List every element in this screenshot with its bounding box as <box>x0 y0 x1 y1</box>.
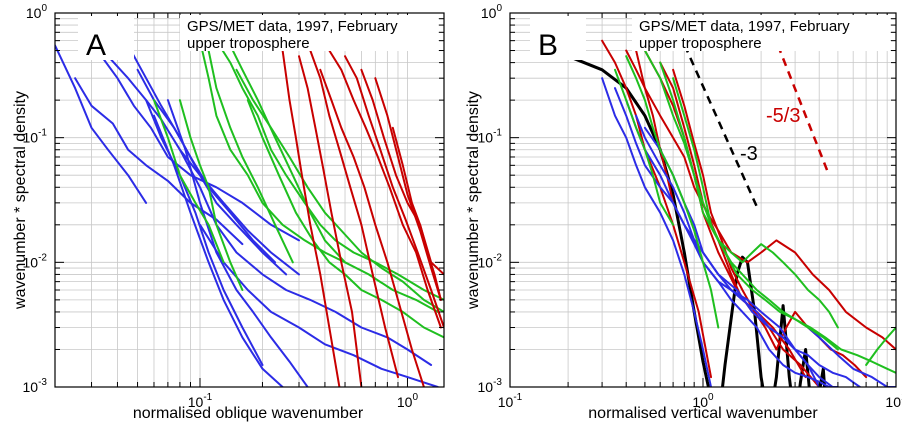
y-tick-label: 10-3 <box>23 377 48 395</box>
annotation-line1-b: GPS/MET data, 1997, February <box>639 18 850 35</box>
y-tick-exponent: -3 <box>493 377 502 388</box>
series-line-black-b-0 <box>566 54 710 387</box>
y-tick-exponent: -1 <box>38 128 47 139</box>
series-a <box>55 39 444 387</box>
slope-lines-b <box>677 31 831 208</box>
y-tick-exponent: -2 <box>38 252 47 263</box>
slope-line-1 <box>771 31 831 176</box>
annotation-bg-b <box>632 15 890 51</box>
series-line-blue-b-11 <box>635 114 839 387</box>
panel-letter-bg-b <box>530 16 586 60</box>
y-tick-label: 10-3 <box>478 377 503 395</box>
annotation-line2-b: upper troposphere <box>639 35 762 52</box>
panel-b: 10-110010110010-110-210-3 B GPS/MET data… <box>465 3 902 422</box>
series-line-green-a-18 <box>246 99 444 339</box>
series-line-blue-a-4 <box>127 44 288 276</box>
y-tick-exponent: 0 <box>496 3 502 14</box>
series-line-red-a-23 <box>328 49 442 329</box>
x-tick-label: 10-1 <box>498 392 523 410</box>
series-line-blue-a-9 <box>178 148 433 366</box>
plot-frame-a <box>54 12 445 388</box>
series-line-blue-a-1 <box>74 77 244 246</box>
series-line-blue-a-5 <box>136 68 277 264</box>
slope-label-minus5-3: -5/3 <box>766 105 800 127</box>
series-line-red-b-3 <box>625 49 896 351</box>
series-line-green-a-14 <box>207 49 294 264</box>
annotation-line1-a: GPS/MET data, 1997, February <box>187 18 398 35</box>
series-line-green-b-19 <box>865 326 896 366</box>
series-line-blue-b-13 <box>807 326 896 387</box>
x-tick-exponent: -1 <box>203 392 212 403</box>
y-tick-exponent: -1 <box>493 128 502 139</box>
series-line-blue-a-6 <box>145 99 264 366</box>
annotation-line2-a: upper troposphere <box>187 35 310 52</box>
series-b <box>566 39 896 387</box>
panel-letter-b: B <box>538 29 558 62</box>
series-line-green-b-14 <box>625 55 720 329</box>
series-line-blue-a-2 <box>96 49 300 242</box>
y-tick-label: 100 <box>481 3 503 21</box>
series-line-red-b-2 <box>601 39 712 379</box>
ticks-a <box>54 12 444 388</box>
panel-letter-a: A <box>86 29 106 62</box>
series-line-blue-a-7 <box>153 114 284 387</box>
series-line-red-a-26 <box>374 77 442 301</box>
x-tick-exponent: 0 <box>412 392 418 403</box>
y-tick-exponent: -2 <box>493 252 502 263</box>
x-tick-exponent: 0 <box>708 392 714 403</box>
series-line-blue-a-3 <box>107 55 300 276</box>
x-tick-label: 100 <box>397 392 419 410</box>
series-line-green-a-11 <box>153 99 225 264</box>
y-axis-label-a: wavenumber * spectral density <box>12 91 29 310</box>
series-line-green-a-17 <box>235 68 444 313</box>
panel-letter-bg-a <box>78 16 134 60</box>
series-line-green-b-18 <box>614 68 675 226</box>
slope-line-0 <box>677 31 758 208</box>
series-line-green-a-15 <box>215 39 444 301</box>
y-tick-exponent: -3 <box>38 377 47 388</box>
series-line-red-a-21 <box>309 49 399 379</box>
series-line-black-b-1 <box>721 255 827 387</box>
series-line-blue-b-8 <box>601 77 712 387</box>
series-line-red-a-27 <box>391 126 442 301</box>
series-line-blue-a-0 <box>55 44 148 204</box>
y-tick-label: 100 <box>26 3 48 21</box>
series-line-green-a-12 <box>178 99 244 291</box>
x-axis-label-a: normalised oblique wavenumber <box>133 405 364 422</box>
series-line-red-a-22 <box>319 68 425 387</box>
x-tick-label: 101 <box>885 392 902 410</box>
y-tick-exponent: 0 <box>41 3 47 14</box>
series-line-red-a-19 <box>281 49 341 387</box>
x-axis-label-b: normalised vertical wavenumber <box>588 405 818 422</box>
x-tick-exponent: -1 <box>513 392 522 403</box>
annotation-bg-a <box>180 15 438 51</box>
series-line-red-a-20 <box>298 55 363 387</box>
y-axis-label-b: wavenumber * spectral density <box>465 91 482 310</box>
series-line-red-a-24 <box>344 55 444 329</box>
series-line-green-b-15 <box>643 49 839 329</box>
series-line-green-b-17 <box>672 77 896 374</box>
series-line-red-b-4 <box>643 49 821 387</box>
slope-label-minus3: -3 <box>740 143 758 165</box>
